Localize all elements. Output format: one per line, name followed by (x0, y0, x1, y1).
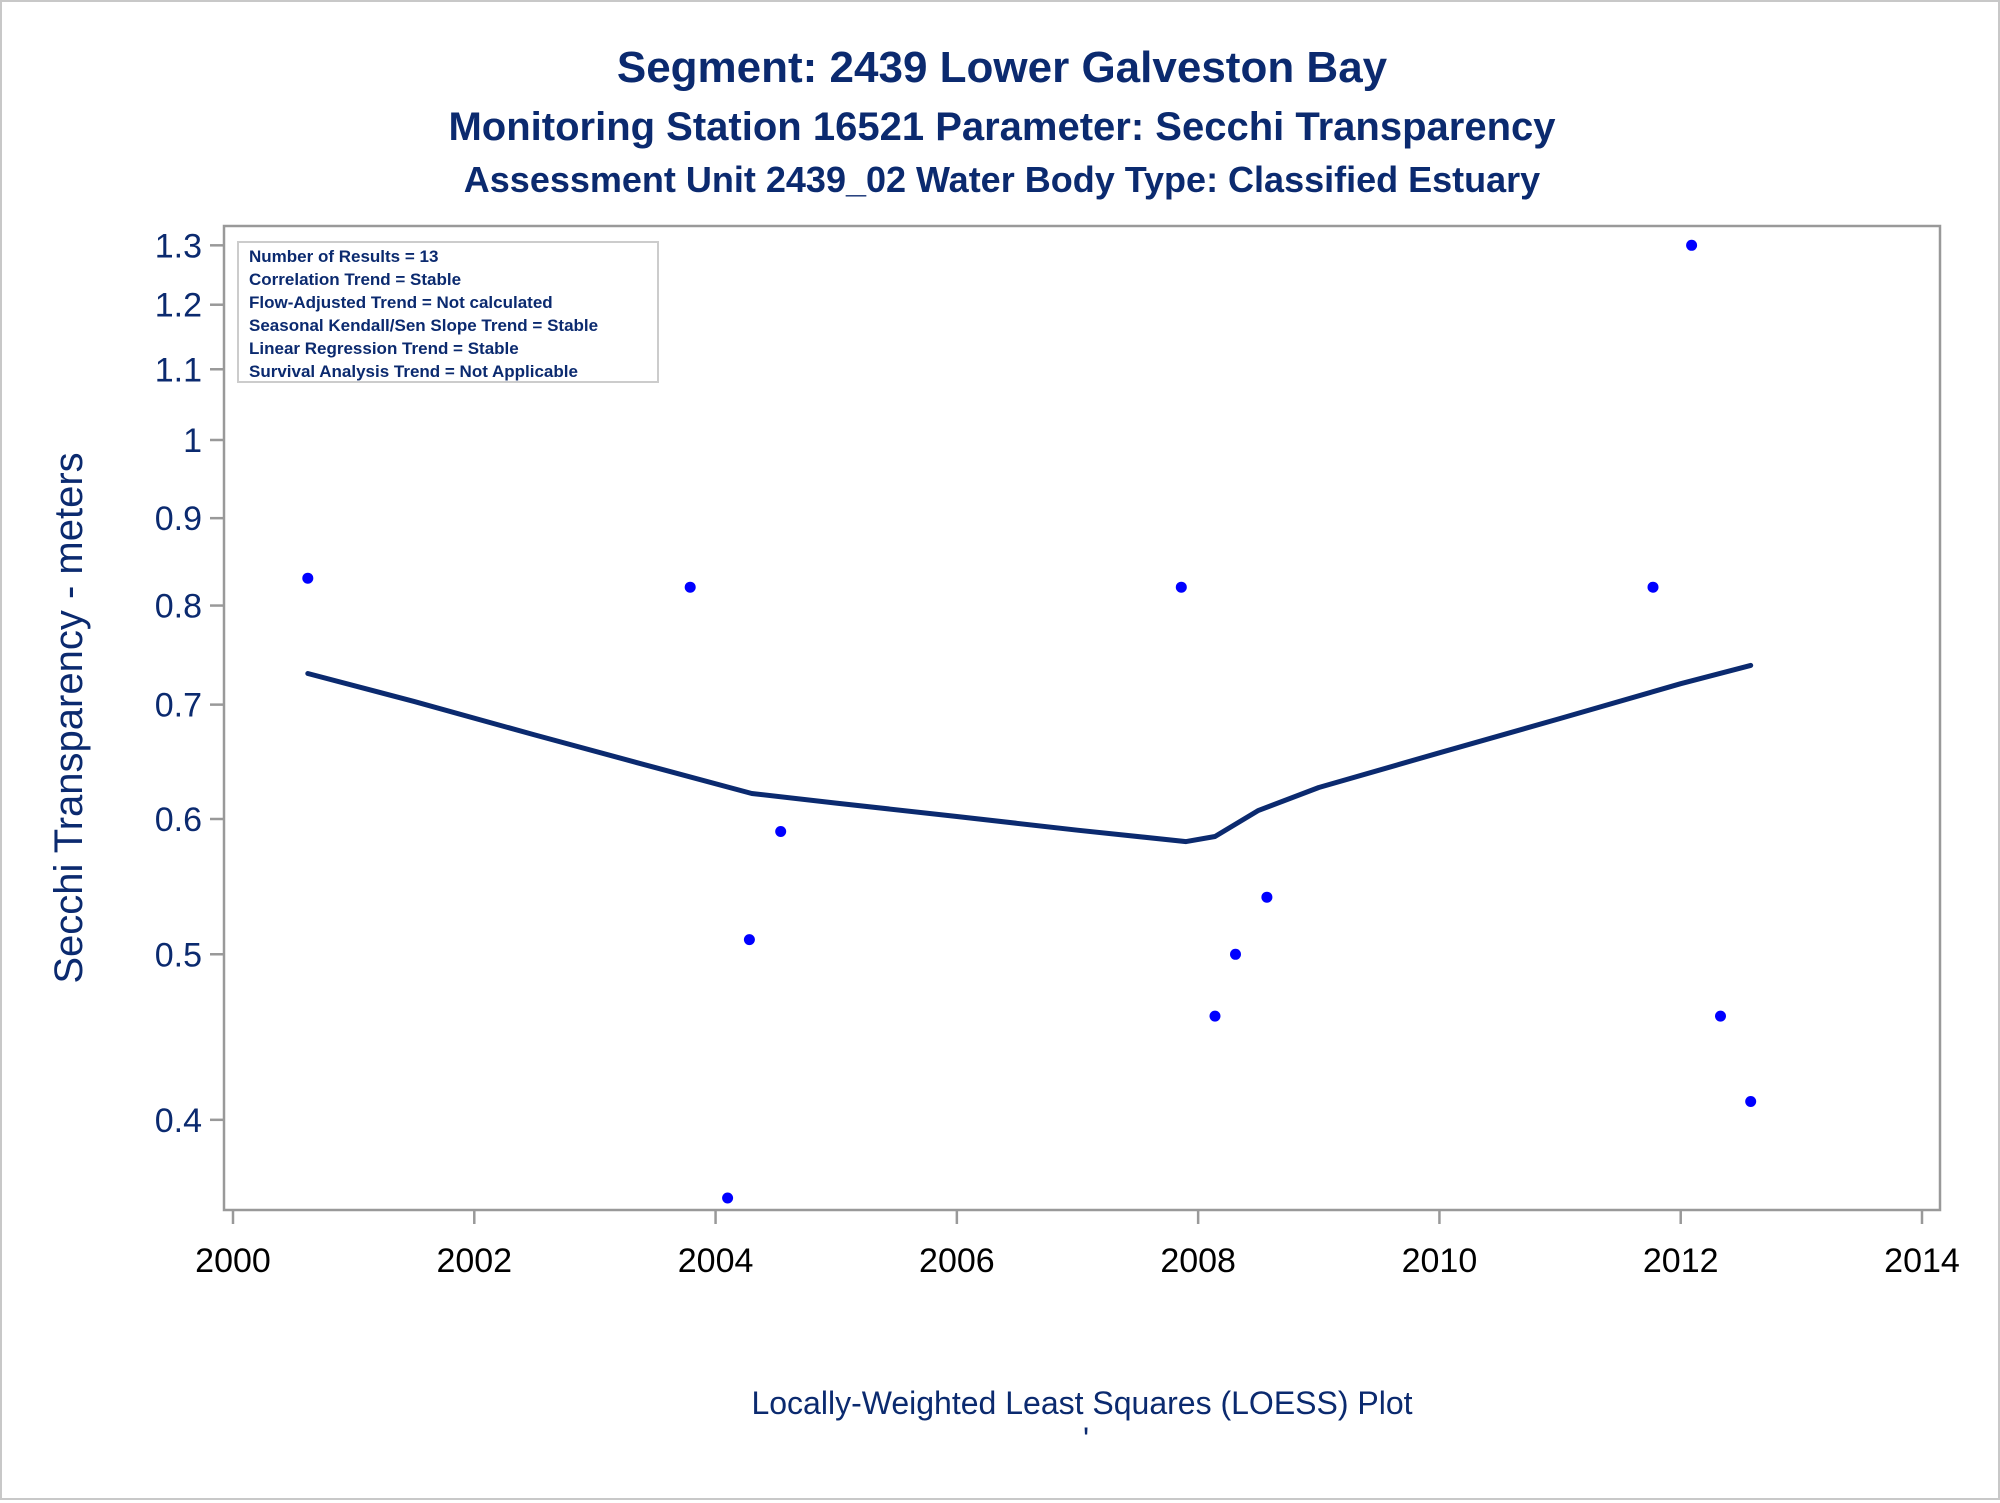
data-point (1647, 581, 1659, 593)
y-tick-label: 0.9 (155, 500, 202, 538)
y-axis-label: Secchi Transparency - meters (47, 452, 91, 983)
stats-line: Survival Analysis Trend = Not Applicable (249, 362, 578, 381)
data-point (1715, 1010, 1726, 1022)
data-point (302, 572, 314, 584)
y-tick-label: 1 (183, 422, 202, 460)
stats-line: Number of Results = 13 (249, 247, 438, 266)
x-tick-label: 2000 (195, 1242, 271, 1280)
x-tick-label: 2008 (1160, 1242, 1236, 1280)
data-point (1745, 1096, 1757, 1107)
plot-area (222, 224, 1942, 1212)
stats-inset: Number of Results = 13 Correlation Trend… (237, 241, 659, 383)
points-layer (302, 239, 1757, 1204)
y-axis: 0.4 0.5 0.6 0.7 0.8 0.9 1 1.1 1.2 1.3 (155, 227, 224, 1140)
x-tick-label: 2010 (1402, 1242, 1478, 1280)
y-tick-label: 0.7 (155, 687, 202, 725)
data-point (722, 1192, 734, 1204)
loess-layer (305, 662, 1754, 845)
x-tick-label: 2004 (678, 1242, 754, 1280)
y-tick-label: 1.2 (155, 287, 202, 325)
footnote: Locally-Weighted Least Squares (LOESS) P… (751, 1385, 1412, 1421)
y-tick-label: 0.6 (155, 801, 202, 839)
x-tick-label: 2012 (1643, 1242, 1719, 1280)
y-tick-label: 1.1 (155, 351, 202, 389)
data-point (1230, 948, 1241, 960)
y-tick-label: 0.5 (155, 936, 202, 974)
footnote-mark: ' (1083, 1421, 1089, 1457)
stats-inset-box (237, 241, 659, 383)
y-tick-label: 0.4 (155, 1102, 202, 1140)
loess-line (305, 662, 1754, 845)
data-point (1175, 581, 1187, 593)
stats-line: Flow-Adjusted Trend = Not calculated (249, 293, 553, 312)
stats-line: Linear Regression Trend = Stable (249, 339, 519, 358)
data-point (775, 826, 787, 837)
x-tick-label: 2006 (919, 1242, 995, 1280)
data-point (1209, 1010, 1221, 1022)
stats-line: Seasonal Kendall/Sen Slope Trend = Stabl… (249, 316, 598, 335)
y-tick-label: 0.8 (155, 588, 202, 626)
chart-title: Segment: 2439 Lower Galveston Bay (617, 43, 1388, 92)
chart-subtitle-2: Assessment Unit 2439_02 Water Body Type:… (464, 159, 1540, 200)
stats-line: Correlation Trend = Stable (249, 270, 461, 289)
x-tick-label: 2014 (1884, 1242, 1960, 1280)
x-axis: 2000 2002 2004 2006 2008 2010 2012 2014 (195, 1210, 1960, 1280)
data-point (684, 581, 696, 593)
chart-subtitle: Monitoring Station 16521 Parameter: Secc… (448, 105, 1556, 149)
data-point (743, 934, 755, 946)
y-tick-label: 1.3 (155, 227, 202, 265)
data-point (1261, 891, 1273, 903)
data-point (1686, 239, 1698, 251)
x-tick-label: 2002 (436, 1242, 512, 1280)
